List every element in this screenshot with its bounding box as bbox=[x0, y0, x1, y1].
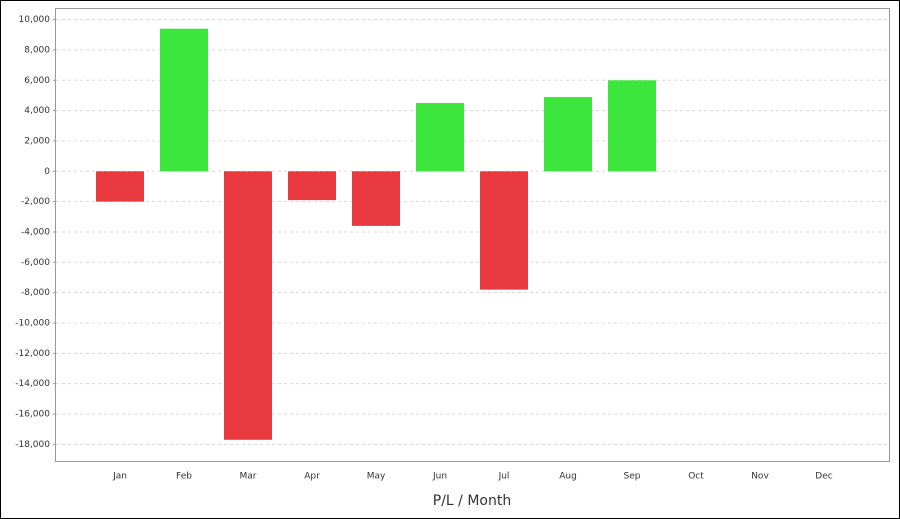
x-tick-label: Aug bbox=[559, 472, 577, 482]
y-tick-label: -2,000 bbox=[21, 197, 50, 207]
y-tick-label: 4,000 bbox=[24, 106, 50, 116]
y-tick-label: -16,000 bbox=[15, 409, 50, 419]
bar bbox=[288, 171, 336, 201]
bar bbox=[352, 171, 400, 226]
x-tick-label: May bbox=[367, 472, 386, 482]
y-tick-label: -12,000 bbox=[15, 349, 50, 359]
y-tick-label: 2,000 bbox=[24, 136, 50, 146]
x-tick-label: Oct bbox=[688, 472, 704, 482]
bar bbox=[160, 28, 208, 172]
bar bbox=[544, 96, 592, 172]
y-tick-label: 0 bbox=[44, 167, 50, 177]
y-tick-label: 10,000 bbox=[19, 15, 51, 25]
y-tick-label: 6,000 bbox=[24, 76, 50, 86]
x-axis-label: P/L / Month bbox=[433, 493, 511, 509]
x-tick-label: Mar bbox=[240, 472, 257, 482]
y-tick-label: -14,000 bbox=[15, 379, 50, 389]
bar bbox=[224, 171, 272, 440]
y-tick-label: -8,000 bbox=[21, 288, 50, 298]
y-tick-label: -4,000 bbox=[21, 227, 50, 237]
x-tick-label: Jul bbox=[498, 472, 510, 482]
x-tick-label: Jan bbox=[112, 472, 127, 482]
y-tick-label: -18,000 bbox=[15, 440, 50, 450]
x-tick-label: Feb bbox=[176, 472, 192, 482]
x-tick-label: Jun bbox=[432, 472, 447, 482]
bar bbox=[96, 171, 144, 202]
y-tick-label: -6,000 bbox=[21, 258, 50, 268]
x-tick-label: Apr bbox=[304, 472, 320, 482]
y-tick-label: -10,000 bbox=[15, 318, 50, 328]
bar bbox=[480, 171, 528, 290]
bar bbox=[608, 80, 656, 172]
x-tick-label: Dec bbox=[815, 472, 832, 482]
x-tick-label: Nov bbox=[751, 472, 769, 482]
x-tick-label: Sep bbox=[624, 472, 641, 482]
bar bbox=[416, 103, 464, 172]
y-tick-label: 8,000 bbox=[24, 45, 50, 55]
